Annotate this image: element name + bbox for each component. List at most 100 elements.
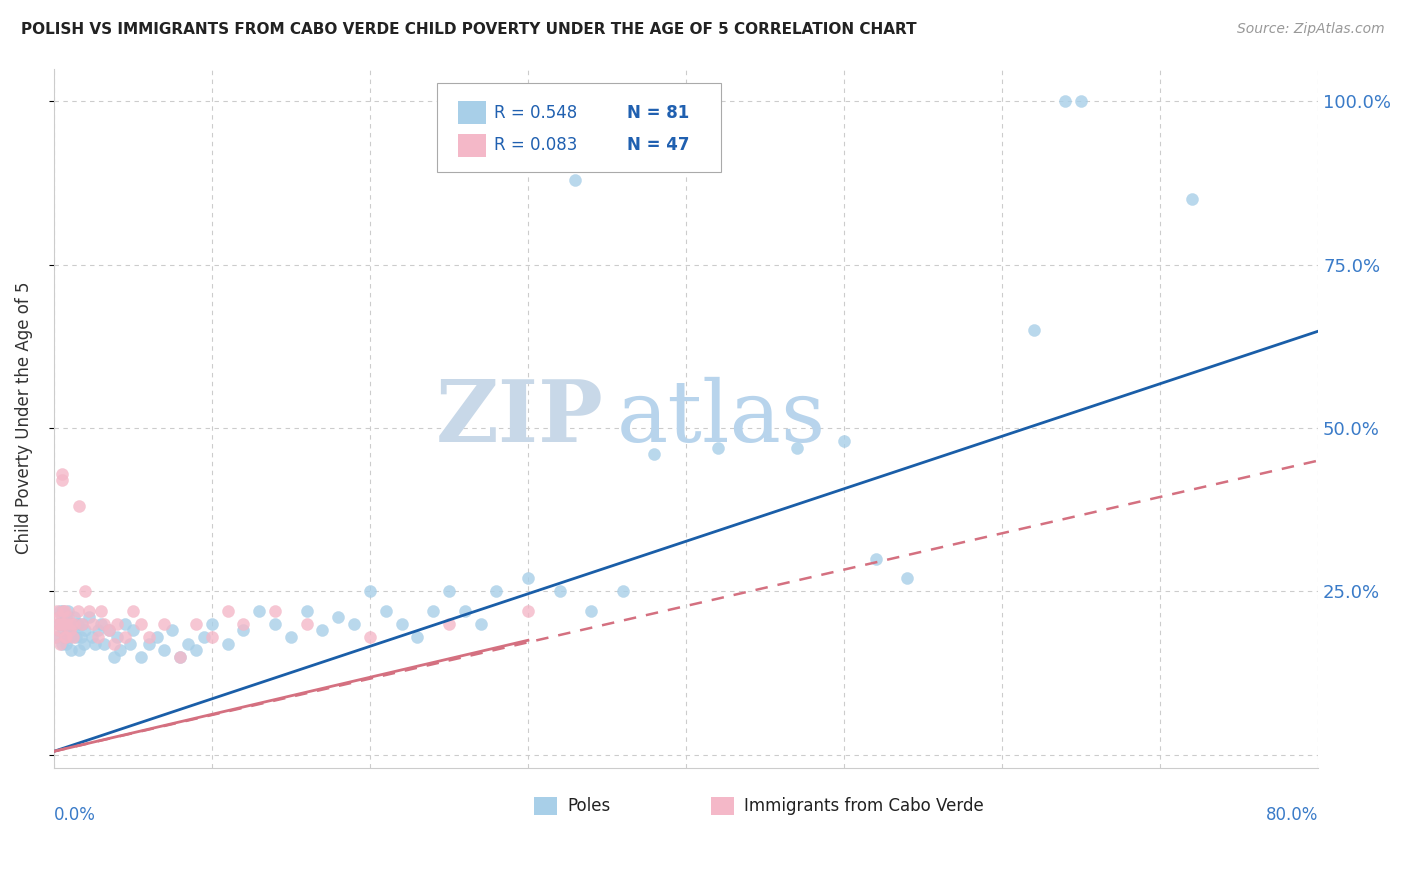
Point bbox=[169, 649, 191, 664]
Point bbox=[63, 610, 86, 624]
Point bbox=[1181, 192, 1204, 206]
Point bbox=[59, 630, 82, 644]
Point bbox=[93, 616, 115, 631]
Text: Poles: Poles bbox=[567, 797, 610, 815]
Point bbox=[72, 616, 94, 631]
Point bbox=[232, 616, 254, 631]
Point bbox=[52, 616, 75, 631]
Point bbox=[1070, 94, 1092, 108]
Point bbox=[153, 643, 176, 657]
Point bbox=[56, 610, 79, 624]
Point bbox=[177, 636, 200, 650]
Point bbox=[832, 434, 855, 448]
Point bbox=[184, 643, 207, 657]
Point bbox=[52, 604, 75, 618]
Point bbox=[67, 500, 90, 514]
Point bbox=[1054, 94, 1077, 108]
Point bbox=[201, 630, 224, 644]
Point bbox=[63, 616, 86, 631]
Point bbox=[49, 604, 72, 618]
Point bbox=[193, 630, 215, 644]
Point bbox=[264, 616, 287, 631]
Point bbox=[93, 636, 115, 650]
Point bbox=[59, 624, 82, 638]
Point bbox=[52, 604, 75, 618]
Point bbox=[51, 610, 73, 624]
Text: R = 0.083: R = 0.083 bbox=[494, 136, 578, 154]
Point bbox=[90, 604, 112, 618]
Point bbox=[53, 630, 76, 644]
Point bbox=[51, 636, 73, 650]
Point bbox=[62, 624, 84, 638]
Point bbox=[55, 610, 77, 624]
Point bbox=[105, 630, 128, 644]
Point bbox=[343, 616, 366, 631]
Point bbox=[328, 610, 350, 624]
Point bbox=[55, 636, 77, 650]
Point bbox=[548, 584, 571, 599]
Point bbox=[121, 624, 143, 638]
Point bbox=[65, 630, 87, 644]
Point bbox=[422, 604, 444, 618]
Point bbox=[69, 630, 91, 644]
Point bbox=[75, 584, 97, 599]
Point bbox=[516, 571, 538, 585]
Point bbox=[1022, 323, 1045, 337]
Point bbox=[643, 447, 665, 461]
Point bbox=[52, 624, 75, 638]
Point bbox=[53, 616, 76, 631]
Point bbox=[90, 616, 112, 631]
Point bbox=[295, 616, 318, 631]
Point bbox=[169, 649, 191, 664]
Point bbox=[485, 584, 508, 599]
Point bbox=[295, 604, 318, 618]
Point bbox=[201, 616, 224, 631]
Point bbox=[406, 630, 429, 644]
Point bbox=[470, 616, 492, 631]
Bar bbox=[458, 134, 486, 157]
Point bbox=[162, 624, 184, 638]
Point bbox=[138, 630, 160, 644]
FancyBboxPatch shape bbox=[437, 82, 721, 172]
Point bbox=[786, 441, 808, 455]
Text: Source: ZipAtlas.com: Source: ZipAtlas.com bbox=[1237, 22, 1385, 37]
Point bbox=[44, 630, 66, 644]
Point bbox=[77, 610, 100, 624]
Point bbox=[82, 616, 104, 631]
Text: 0.0%: 0.0% bbox=[53, 806, 96, 824]
Point bbox=[80, 630, 103, 644]
Point bbox=[60, 643, 83, 657]
Point bbox=[118, 636, 141, 650]
Point bbox=[437, 584, 460, 599]
Point bbox=[84, 636, 107, 650]
Point bbox=[48, 624, 70, 638]
Point bbox=[264, 604, 287, 618]
Point bbox=[56, 604, 79, 618]
Point bbox=[49, 636, 72, 650]
Point bbox=[72, 616, 94, 631]
Point bbox=[51, 467, 73, 481]
Point bbox=[865, 551, 887, 566]
Point bbox=[60, 616, 83, 631]
Point bbox=[114, 616, 136, 631]
Point bbox=[247, 604, 270, 618]
Point bbox=[46, 616, 69, 631]
Point bbox=[138, 636, 160, 650]
Text: ZIP: ZIP bbox=[436, 376, 603, 460]
Point bbox=[73, 636, 96, 650]
Point bbox=[217, 604, 239, 618]
Point bbox=[48, 616, 70, 631]
Point bbox=[66, 616, 89, 631]
Point bbox=[48, 610, 70, 624]
Point bbox=[280, 630, 302, 644]
Point bbox=[49, 616, 72, 631]
Point bbox=[391, 616, 413, 631]
Point bbox=[516, 604, 538, 618]
Text: N = 81: N = 81 bbox=[627, 103, 689, 121]
Point bbox=[56, 624, 79, 638]
Bar bbox=[458, 102, 486, 124]
Point bbox=[311, 624, 333, 638]
Point bbox=[53, 630, 76, 644]
Point bbox=[87, 624, 110, 638]
Point bbox=[145, 630, 167, 644]
